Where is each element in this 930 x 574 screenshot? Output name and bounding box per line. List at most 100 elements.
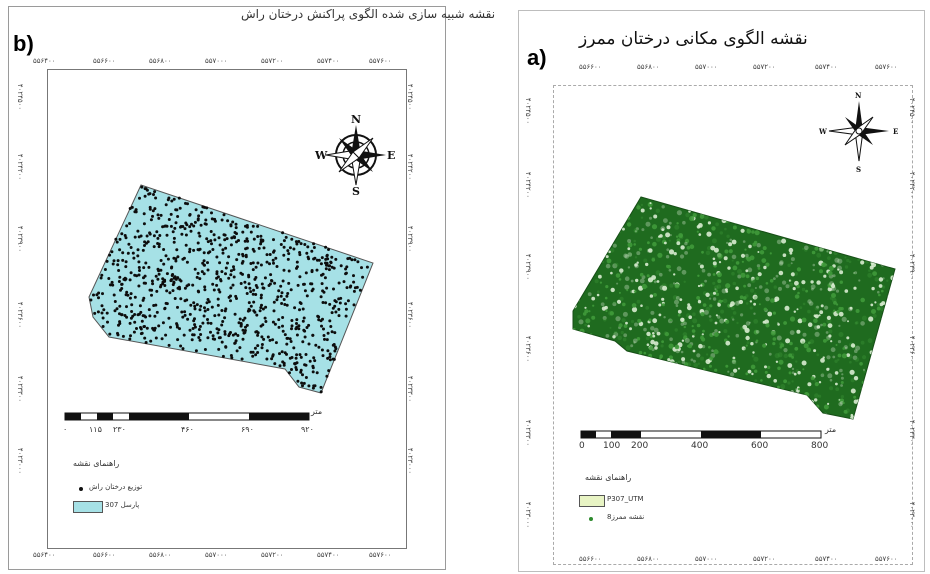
tree-point: [814, 382, 819, 387]
tree-point: [259, 263, 263, 267]
tree-point: [714, 332, 719, 337]
tree-point: [116, 259, 120, 263]
tree-point: [92, 293, 95, 297]
tree-point: [251, 354, 255, 358]
tree-point: [333, 304, 337, 308]
tree-point: [194, 349, 198, 353]
tree-point: [183, 227, 187, 231]
tree-point: [633, 290, 637, 293]
tree-point: [254, 330, 258, 334]
tree-point: [720, 299, 724, 303]
tree-point: [681, 360, 686, 364]
tree-point: [697, 362, 700, 365]
tree-point: [220, 340, 224, 344]
scale-bar: [64, 412, 310, 421]
tree-point: [252, 288, 256, 292]
tree-point: [750, 288, 755, 293]
tree-point: [323, 337, 326, 341]
tree-point: [584, 309, 589, 314]
tree-point: [93, 311, 97, 315]
tree-point: [315, 258, 319, 262]
tree-point: [783, 379, 787, 384]
tree-point: [633, 228, 638, 233]
tree-point: [727, 266, 731, 270]
tree-point: [801, 287, 806, 292]
tree-point: [153, 314, 157, 318]
tree-point: [837, 340, 842, 344]
tree-point: [717, 254, 723, 260]
tree-point: [826, 355, 831, 360]
tree-point: [624, 284, 630, 290]
tree-point: [801, 317, 807, 323]
tree-point: [712, 281, 716, 285]
tree-point: [224, 266, 228, 270]
tree-point: [301, 373, 304, 377]
tree-point: [669, 283, 674, 288]
tree-point: [216, 297, 220, 301]
x-tick-bottom: ۵۵۶۴۰۰: [33, 551, 56, 559]
tree-point: [794, 346, 799, 351]
tree-point: [110, 250, 114, 254]
tree-point: [762, 320, 766, 324]
tree-point: [821, 262, 827, 268]
tree-point: [118, 237, 122, 241]
tree-point: [631, 303, 637, 308]
tree-point: [148, 231, 152, 235]
tree-point: [827, 270, 833, 276]
tree-point: [223, 316, 227, 320]
tree-point: [585, 318, 591, 324]
tree-point: [229, 273, 233, 277]
tree-point: [186, 202, 189, 206]
tree-point: [239, 271, 243, 275]
scale-label: ۱۱۵: [89, 425, 102, 434]
x-tick-bottom: ۵۵۷۰۰۰: [695, 555, 718, 563]
tree-point: [271, 258, 275, 262]
tree-point: [754, 379, 758, 383]
tree-point: [718, 331, 721, 334]
tree-point: [645, 221, 651, 227]
tree-point: [220, 309, 224, 312]
tree-point: [833, 301, 837, 305]
tree-point: [846, 258, 850, 263]
tree-point: [157, 216, 161, 220]
tree-point: [222, 213, 226, 217]
tree-point: [328, 352, 332, 356]
tree-point: [210, 211, 213, 215]
north-arrow: [828, 101, 889, 162]
tree-point: [220, 218, 224, 222]
tree-point: [725, 340, 731, 346]
tree-point: [630, 290, 634, 294]
tree-point: [676, 241, 681, 246]
tree-point: [136, 254, 140, 258]
tree-point: [750, 342, 754, 346]
tree-point: [677, 313, 681, 317]
tree-point: [745, 269, 749, 273]
tree-point: [192, 248, 196, 252]
tree-point: [305, 251, 309, 255]
tree-point: [190, 338, 194, 342]
tree-point: [325, 253, 329, 257]
tree-point: [321, 317, 324, 321]
tree-point: [316, 314, 320, 318]
tree-point: [712, 291, 717, 295]
tree-point: [111, 283, 115, 287]
tree-point: [794, 294, 800, 299]
tree-point: [649, 207, 652, 210]
tree-point: [728, 242, 733, 247]
tree-point: [196, 271, 200, 275]
tree-point: [179, 225, 182, 229]
tree-point: [129, 246, 133, 249]
tree-point: [176, 215, 180, 218]
tree-point: [217, 288, 221, 292]
tree-point: [108, 283, 112, 287]
tree-point: [665, 232, 671, 238]
tree-point: [197, 290, 201, 294]
tree-point: [286, 336, 290, 340]
tree-point: [279, 294, 283, 298]
tree-point: [874, 301, 877, 304]
tree-point: [809, 339, 815, 344]
tree-point: [155, 289, 159, 293]
tree-point: [634, 263, 639, 269]
tree-point: [739, 295, 744, 300]
tree-point: [152, 234, 156, 238]
